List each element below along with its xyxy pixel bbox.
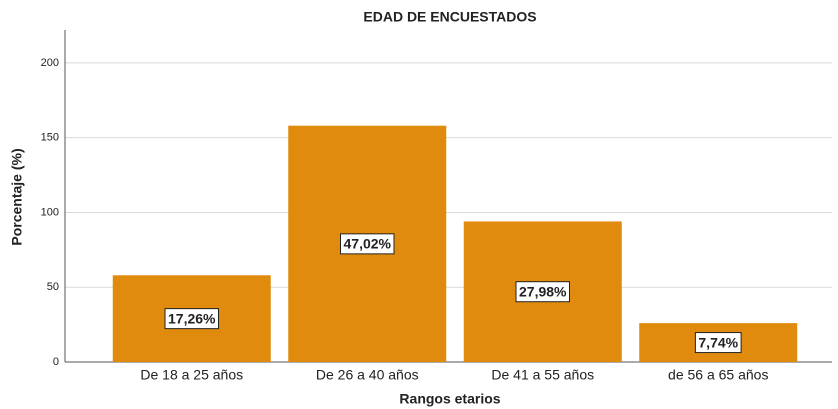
x-tick-label: De 26 a 40 años (316, 367, 419, 383)
x-axis-label: Rangos etarios (399, 391, 500, 407)
y-tick-label: 0 (53, 356, 59, 368)
x-tick-label: De 18 a 25 años (140, 367, 243, 383)
y-tick-label: 100 (41, 206, 59, 218)
data-label: 7,74% (698, 334, 738, 350)
x-tick-label: De 41 a 55 años (491, 367, 594, 383)
data-label-box (694, 332, 742, 354)
y-tick-label: 150 (41, 132, 59, 144)
y-tick-label: 200 (41, 57, 59, 69)
data-label-box (164, 308, 219, 330)
y-tick-label: 50 (47, 281, 59, 293)
data-label: 27,98% (519, 283, 567, 299)
data-label: 17,26% (168, 310, 216, 326)
y-axis-label: Porcentaje (%) (9, 148, 25, 245)
data-label: 47,02% (344, 236, 392, 252)
data-label-box (515, 281, 570, 303)
data-label-box (340, 233, 395, 255)
x-tick-label: de 56 a 65 años (668, 367, 768, 383)
chart-title: EDAD DE ENCUESTADOS (363, 9, 536, 25)
